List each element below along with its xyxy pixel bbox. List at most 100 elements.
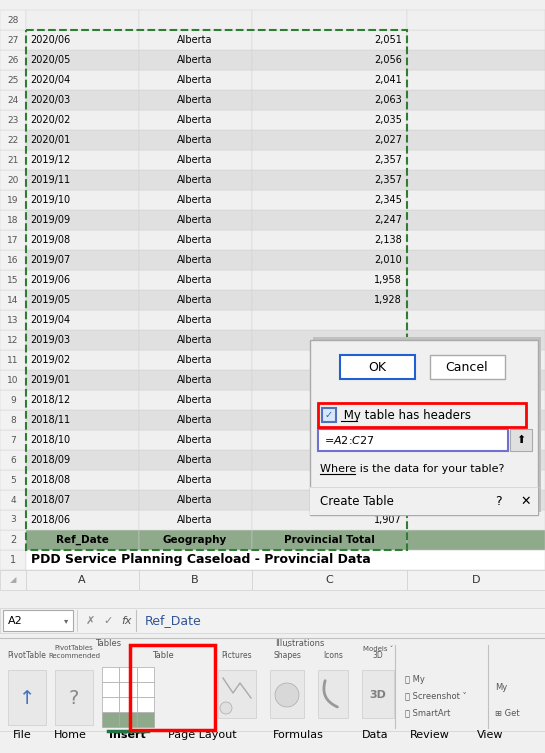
Text: Alberta: Alberta bbox=[177, 295, 213, 305]
Bar bbox=[26, 530, 139, 550]
Bar bbox=[318, 429, 508, 451]
Text: 2,063: 2,063 bbox=[374, 95, 402, 105]
Bar bbox=[139, 30, 252, 50]
Bar bbox=[252, 110, 407, 130]
Bar bbox=[119, 682, 137, 697]
Text: 6: 6 bbox=[10, 456, 16, 465]
Text: PivotTable: PivotTable bbox=[8, 651, 46, 660]
Bar bbox=[0, 230, 545, 250]
Text: Alberta: Alberta bbox=[177, 275, 213, 285]
Text: 21: 21 bbox=[7, 156, 19, 164]
Text: Cancel: Cancel bbox=[446, 361, 488, 373]
Bar bbox=[0, 190, 26, 210]
Bar bbox=[137, 712, 154, 727]
Bar bbox=[252, 470, 407, 490]
Bar bbox=[0, 510, 545, 530]
Bar bbox=[0, 530, 545, 550]
Bar bbox=[139, 210, 252, 230]
Text: 2019/07: 2019/07 bbox=[30, 255, 70, 265]
Bar bbox=[26, 190, 139, 210]
Bar bbox=[407, 330, 545, 350]
Text: 2,138: 2,138 bbox=[374, 235, 402, 245]
Text: 2018/07: 2018/07 bbox=[30, 495, 70, 505]
Bar bbox=[26, 50, 139, 70]
Text: Alberta: Alberta bbox=[177, 495, 213, 505]
Bar bbox=[26, 490, 139, 510]
Bar bbox=[102, 682, 119, 697]
Text: 2,041: 2,041 bbox=[374, 75, 402, 85]
Text: Icons: Icons bbox=[323, 651, 343, 660]
Text: 2020/06: 2020/06 bbox=[30, 35, 70, 45]
Bar bbox=[139, 450, 252, 470]
Text: 1,931: 1,931 bbox=[374, 455, 402, 465]
Text: ✕: ✕ bbox=[521, 495, 531, 508]
Bar bbox=[26, 250, 139, 270]
Text: ✓: ✓ bbox=[325, 410, 333, 420]
Bar bbox=[139, 110, 252, 130]
Bar bbox=[139, 530, 252, 550]
Bar bbox=[407, 490, 545, 510]
Bar bbox=[0, 310, 545, 330]
Text: 2,247: 2,247 bbox=[374, 215, 402, 225]
Bar bbox=[252, 90, 407, 110]
Bar bbox=[252, 10, 407, 30]
Bar bbox=[407, 350, 545, 370]
Bar bbox=[0, 250, 545, 270]
Bar bbox=[139, 50, 252, 70]
Bar bbox=[407, 230, 545, 250]
Text: 8: 8 bbox=[10, 416, 16, 425]
Bar bbox=[407, 570, 545, 590]
Bar bbox=[430, 355, 505, 379]
Text: Alberta: Alberta bbox=[177, 235, 213, 245]
Text: 2,035: 2,035 bbox=[374, 115, 402, 125]
Text: 26: 26 bbox=[7, 56, 19, 65]
Text: 2019/02: 2019/02 bbox=[30, 355, 70, 365]
Bar bbox=[55, 670, 93, 725]
Text: 2,051: 2,051 bbox=[374, 35, 402, 45]
Text: Alberta: Alberta bbox=[177, 55, 213, 65]
Bar bbox=[0, 530, 26, 550]
Bar bbox=[252, 210, 407, 230]
Bar bbox=[26, 70, 139, 90]
Text: 📷 Screenshot ˅: 📷 Screenshot ˅ bbox=[405, 691, 467, 700]
Text: Alberta: Alberta bbox=[177, 395, 213, 405]
Text: 2018/06: 2018/06 bbox=[30, 515, 70, 525]
Bar bbox=[0, 570, 26, 590]
Text: 2,010: 2,010 bbox=[374, 255, 402, 265]
Text: 12: 12 bbox=[7, 336, 19, 345]
Circle shape bbox=[275, 683, 299, 707]
Text: Alberta: Alberta bbox=[177, 195, 213, 205]
Text: Recommended: Recommended bbox=[48, 653, 100, 659]
Text: 2020/03: 2020/03 bbox=[30, 95, 70, 105]
Bar bbox=[0, 410, 26, 430]
Bar bbox=[139, 510, 252, 530]
Bar bbox=[252, 490, 407, 510]
Text: Alberta: Alberta bbox=[177, 475, 213, 485]
Bar bbox=[0, 290, 26, 310]
Text: Alberta: Alberta bbox=[177, 95, 213, 105]
Bar bbox=[0, 350, 545, 370]
Bar bbox=[119, 667, 137, 682]
Bar bbox=[0, 270, 26, 290]
Text: Tables: Tables bbox=[95, 639, 121, 648]
Bar bbox=[139, 350, 252, 370]
Bar bbox=[0, 608, 545, 633]
Text: 2018/12: 2018/12 bbox=[30, 395, 70, 405]
Bar bbox=[26, 30, 407, 550]
Bar bbox=[26, 210, 139, 230]
Text: 20: 20 bbox=[7, 175, 19, 184]
Bar bbox=[0, 170, 26, 190]
Text: Home: Home bbox=[53, 730, 87, 740]
Text: 28: 28 bbox=[7, 16, 19, 25]
Text: PivotTables: PivotTables bbox=[54, 645, 93, 651]
Bar bbox=[26, 330, 139, 350]
Bar bbox=[310, 487, 538, 515]
Text: Data: Data bbox=[362, 730, 388, 740]
Bar bbox=[0, 370, 545, 390]
Bar bbox=[139, 250, 252, 270]
Bar bbox=[407, 430, 545, 450]
Bar bbox=[252, 70, 407, 90]
Bar bbox=[0, 450, 26, 470]
Text: ?: ? bbox=[69, 688, 79, 708]
Bar bbox=[139, 70, 252, 90]
